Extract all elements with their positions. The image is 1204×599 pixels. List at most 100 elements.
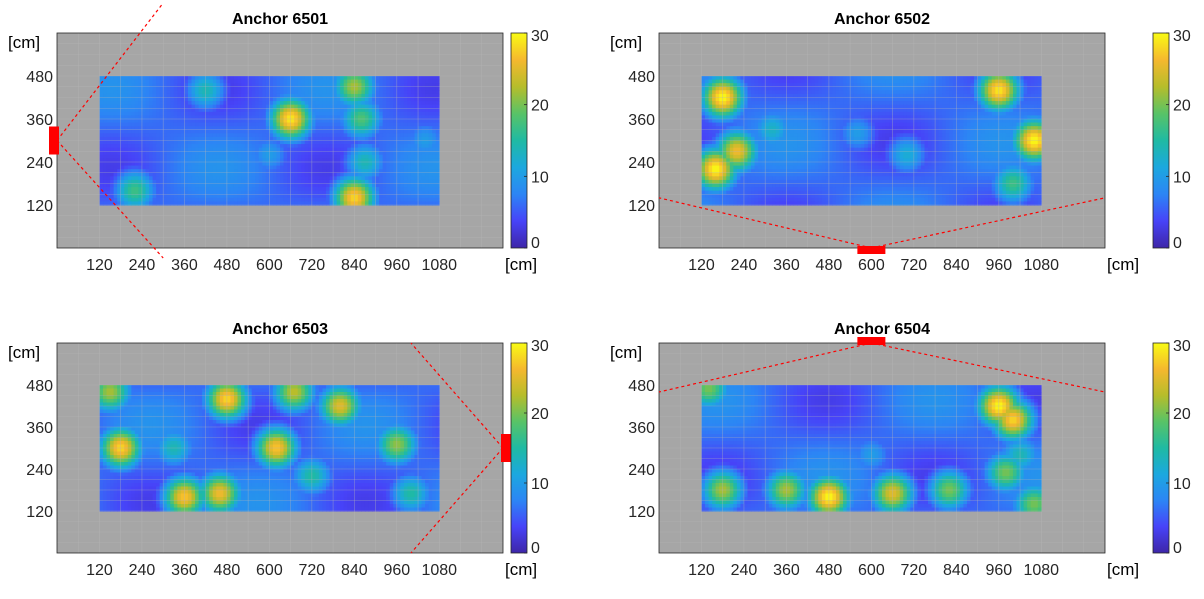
heatmap-cell [188,187,192,191]
heatmap-cell [723,87,727,91]
heatmap-cell [269,76,273,80]
heatmap-cell [273,155,277,159]
heatmap-cell [220,76,224,80]
heatmap-cell [312,155,316,159]
heatmap-cell [206,76,210,80]
heatmap-cell [262,112,266,116]
heatmap-cell [241,187,245,191]
heatmap-cell [411,151,415,155]
heatmap-cell [199,176,203,180]
heatmap-cell [163,76,167,80]
heatmap-cell [988,98,992,102]
heatmap-cell [340,144,344,148]
heatmap-cell [312,80,316,84]
heatmap-cell [170,108,174,112]
heatmap-cell [153,198,157,202]
heatmap-cell [298,155,302,159]
heatmap-cell [390,108,394,112]
heatmap-cell [709,123,713,127]
heatmap-cell [347,162,351,166]
heatmap-cell [1027,108,1031,112]
heatmap-cell [758,76,762,80]
heatmap-cell [1020,98,1024,102]
heatmap-cell [252,141,256,145]
heatmap-cell [407,98,411,102]
heatmap-cell [939,108,943,112]
heatmap-cell [376,133,380,137]
heatmap-cell [294,194,298,198]
heatmap-cell [776,130,780,134]
heatmap-cell [199,108,203,112]
heatmap-cell [418,90,422,94]
heatmap-cell [131,80,135,84]
heatmap-cell [284,184,288,188]
heatmap-cell [836,98,840,102]
heatmap-cell [188,155,192,159]
heatmap-cell [1034,101,1038,105]
heatmap-cell [209,198,213,202]
heatmap-cell [404,184,408,188]
heatmap-cell [177,119,181,123]
heatmap-cell [347,173,351,177]
heatmap-cell [747,112,751,116]
heatmap-cell [712,101,716,105]
grid-lines [57,33,503,248]
heatmap-cell [917,101,921,105]
heatmap-cell [170,194,174,198]
heatmap-cell [315,151,319,155]
heatmap-cell [407,141,411,145]
heatmap-cell [376,184,380,188]
heatmap-cell [383,130,387,134]
heatmap-cell [832,112,836,116]
heatmap-cell [411,198,415,202]
heatmap-cell [751,90,755,94]
heatmap-cell [418,162,422,166]
chart-title: Anchor 6501 [232,11,328,28]
heatmap-cell [354,144,358,148]
heatmap-cell [744,123,748,127]
heatmap-cell [276,198,280,202]
heatmap-cell [772,119,776,123]
heatmap-cell [192,123,196,127]
heatmap-cell [361,141,365,145]
heatmap-cell [262,123,266,127]
heatmap-cell [344,90,348,94]
heatmap-cell [811,123,815,127]
heatmap-cell [1013,119,1017,123]
heatmap-cell [808,123,812,127]
heatmap-cell [195,194,199,198]
heatmap-cell [425,194,429,198]
heatmap-cell [167,112,171,116]
heatmap-cell [358,76,362,80]
heatmap-cell [322,80,326,84]
heatmap-cell [145,155,149,159]
heatmap-cell [790,108,794,112]
heatmap-cell [227,123,231,127]
heatmap-cell [149,162,153,166]
heatmap-cell [195,133,199,137]
x-tick-label: 600 [256,257,283,274]
heatmap-cell [407,108,411,112]
heatmap-cell [156,112,160,116]
heatmap-cell [723,112,727,116]
heatmap-cell [999,76,1003,80]
heatmap-cell [808,108,812,112]
heatmap-cell [358,87,362,91]
heatmap-cell [291,184,295,188]
heatmap-cell [981,87,985,91]
heatmap-cell [882,98,886,102]
heatmap-cell [368,166,372,170]
heatmap-cell [854,101,858,105]
heatmap-cell [790,101,794,105]
heatmap-cell [128,108,132,112]
heatmap-cell [188,144,192,148]
heatmap-cell [319,176,323,180]
heatmap-cell [184,101,188,105]
heatmap-cell [170,119,174,123]
heatmap-cell [199,123,203,127]
heatmap-cell [432,133,436,137]
heatmap-cell [145,144,149,148]
heatmap-cell [418,141,422,145]
heatmap-cell [294,141,298,145]
heatmap-cell [195,101,199,105]
